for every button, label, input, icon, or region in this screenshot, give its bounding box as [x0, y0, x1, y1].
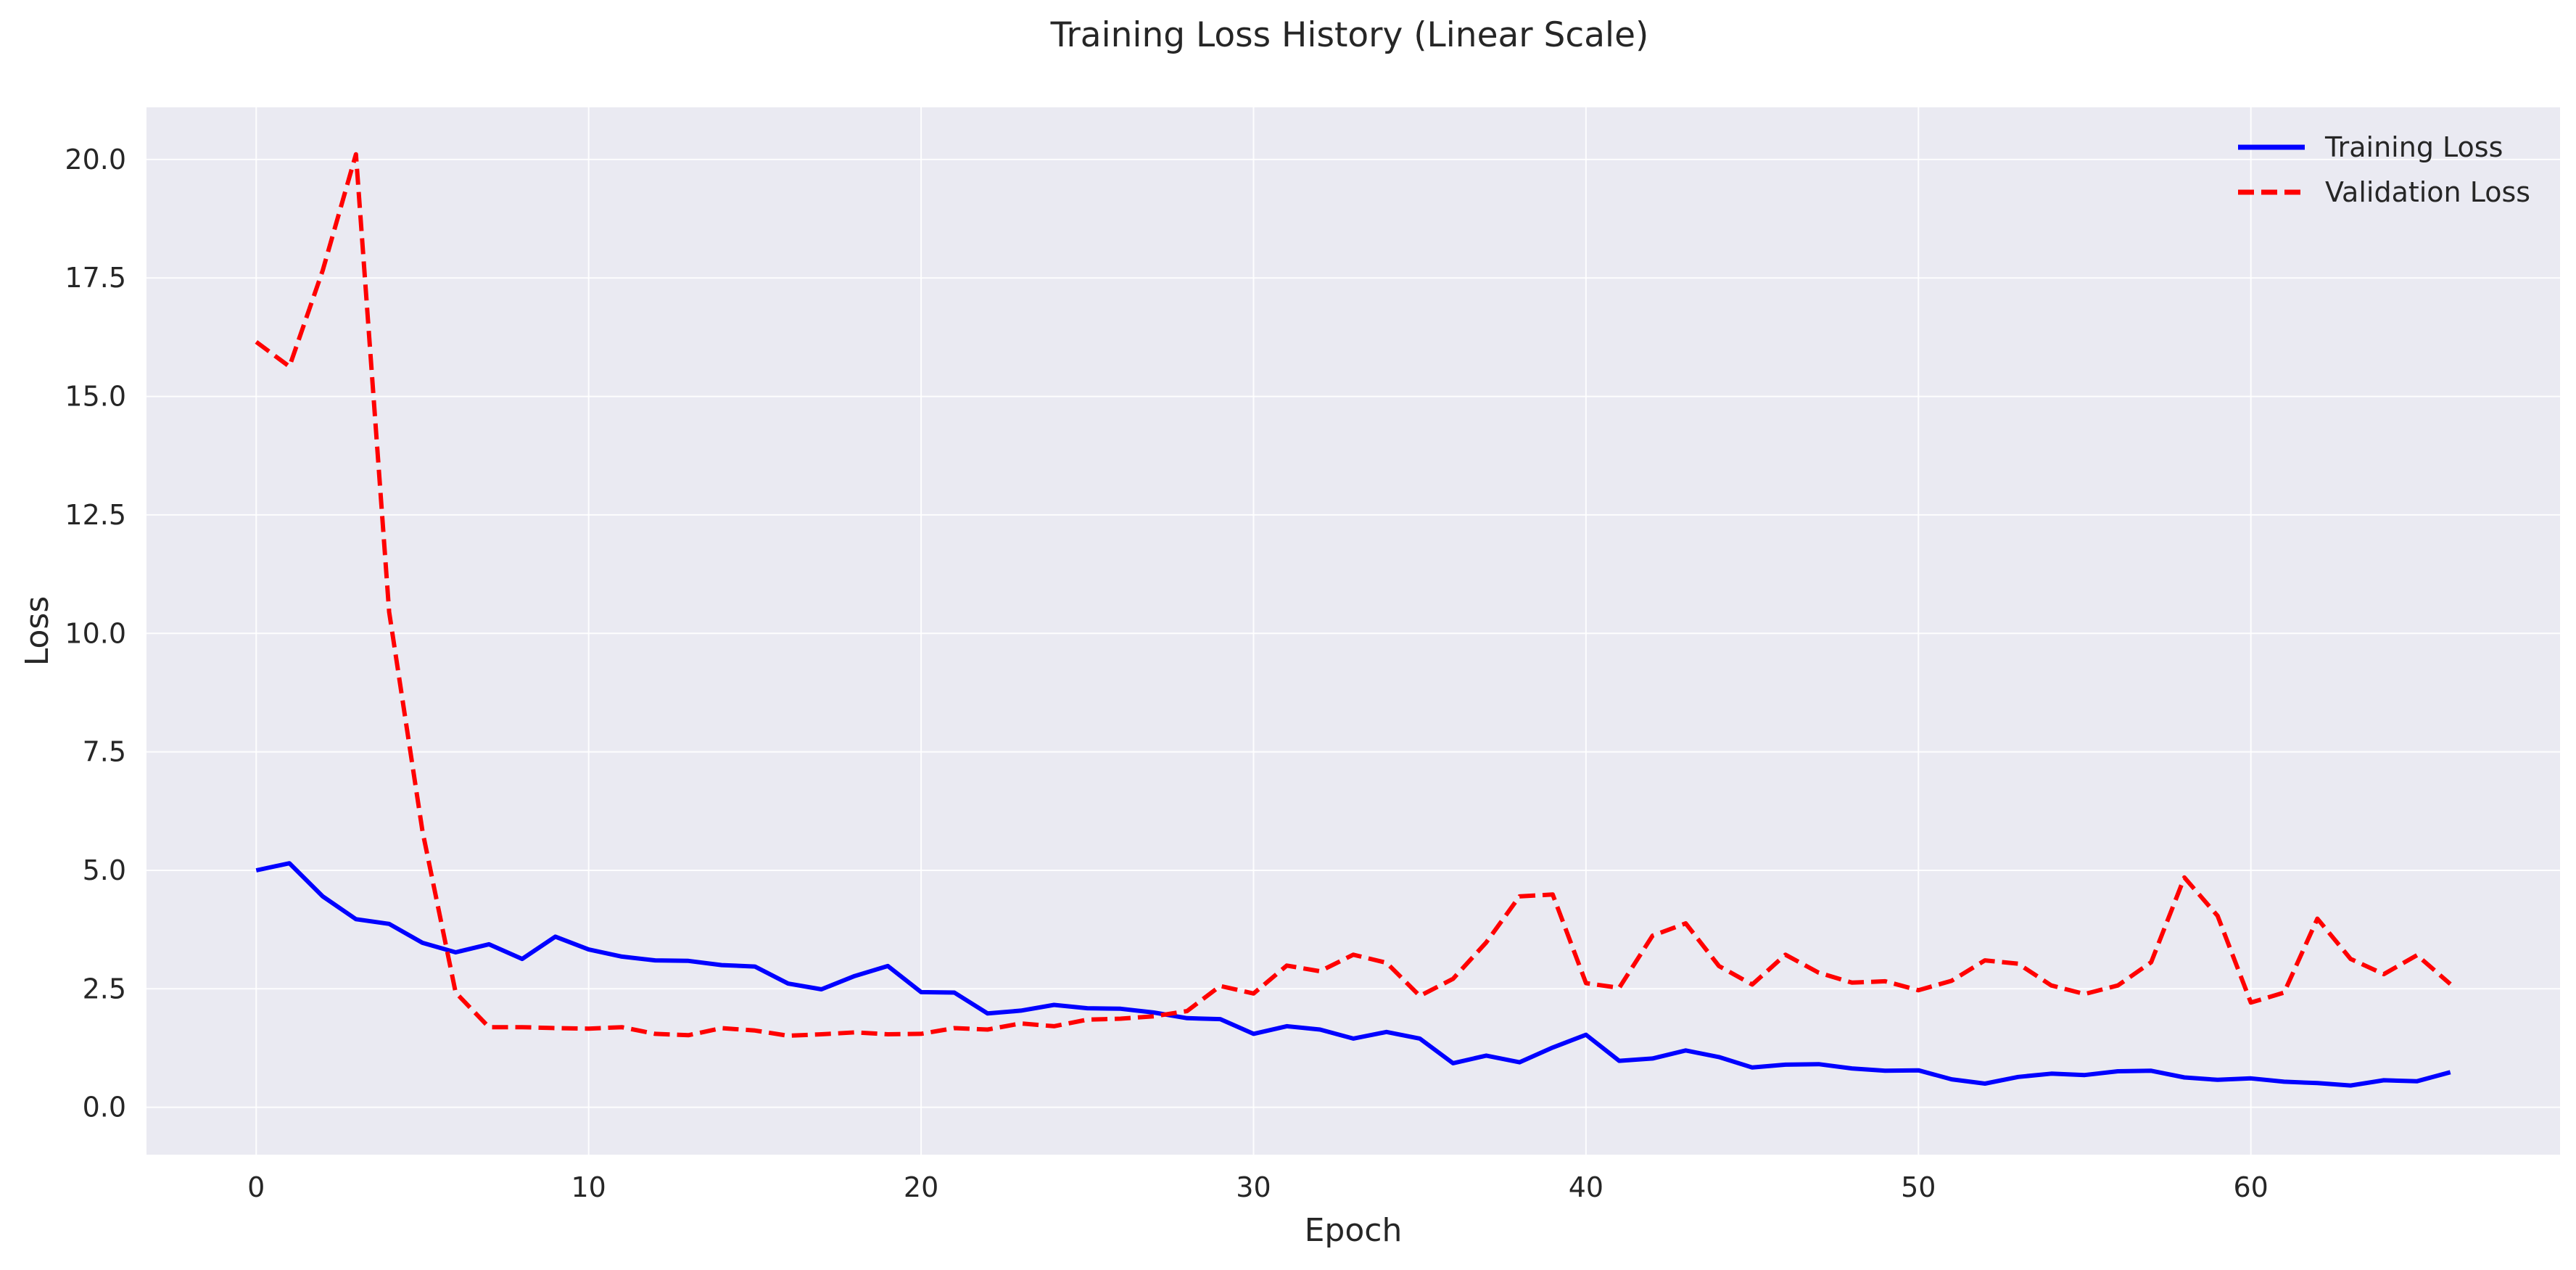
- y-tick-label: 20.0: [65, 144, 126, 176]
- x-tick-label: 0: [247, 1171, 265, 1203]
- x-tick-label: 30: [1236, 1171, 1271, 1203]
- legend[interactable]: Training Loss Validation Loss: [2238, 131, 2530, 208]
- x-tick-label: 20: [904, 1171, 938, 1203]
- y-tick-label: 10.0: [65, 617, 126, 649]
- y-axis-label: Loss: [19, 596, 56, 667]
- y-tick-label: 2.5: [83, 973, 126, 1005]
- x-tick-label: 50: [1901, 1171, 1936, 1203]
- legend-label: Training Loss: [2324, 131, 2503, 163]
- x-axis-label: Epoch: [1305, 1212, 1403, 1249]
- legend-label: Validation Loss: [2325, 176, 2530, 208]
- y-tick-label: 12.5: [65, 499, 126, 531]
- y-tick-label: 17.5: [65, 262, 126, 294]
- y-tick-label: 5.0: [83, 854, 126, 886]
- x-tick-label: 60: [2234, 1171, 2269, 1203]
- plot-area: [146, 107, 2560, 1155]
- x-tick-label: 40: [1569, 1171, 1603, 1203]
- chart-title: Training Loss History (Linear Scale): [1050, 15, 1649, 55]
- y-tick-label: 0.0: [83, 1092, 126, 1123]
- y-tick-label: 15.0: [65, 381, 126, 413]
- validation-loss-line: [255, 152, 2452, 1038]
- tick-labels: 0 10 20 30 40 50 60 0.0 2.5 5.0 7.5 10.0 12.5 15.0 17.…: [65, 144, 2268, 1203]
- x-tick-label: 10: [571, 1171, 606, 1203]
- series-lines: [255, 152, 2452, 1088]
- training-loss-line: [255, 861, 2451, 1088]
- y-tick-label: 7.5: [83, 736, 126, 768]
- grid: [146, 107, 2560, 1155]
